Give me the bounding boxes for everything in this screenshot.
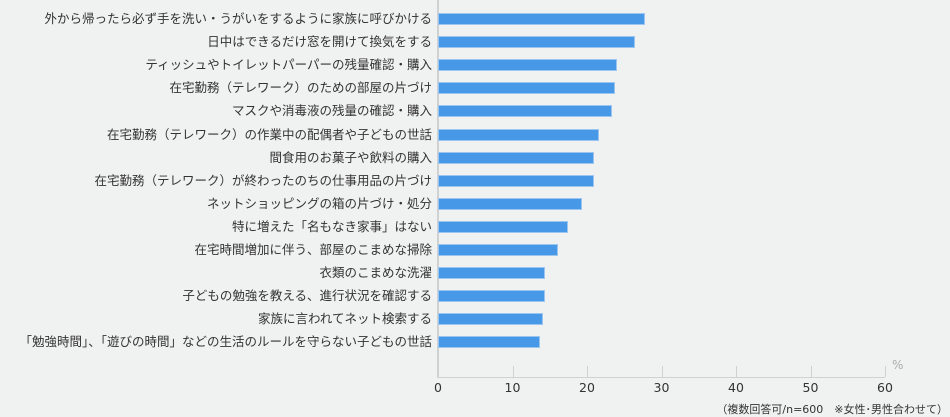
bar xyxy=(438,313,544,326)
x-tick-label: 0 xyxy=(434,380,442,395)
category-label: 在宅勤務（テレワーク）が終わったのちの仕事用品の片づけ xyxy=(94,172,432,188)
y-axis-line xyxy=(437,0,439,378)
bar xyxy=(438,13,646,25)
x-tick-label: 10 xyxy=(504,380,521,395)
category-label: 在宅時間増加に伴う、部屋のこまめな掃除 xyxy=(194,242,432,257)
x-tick-label: 50 xyxy=(802,380,819,395)
bar xyxy=(438,105,613,118)
category-label: マスクや消毒液の残量の確認・購入 xyxy=(231,103,432,119)
category-label: 在宅勤務（テレワーク）の作業中の配偶者や子どもの世話 xyxy=(106,126,432,142)
category-label: 家族に言われてネット検索する xyxy=(257,311,432,327)
bar xyxy=(438,290,546,303)
category-label: 「勉強時間」、「遊びの時間」などの生活のルールを守らない子どもの世話 xyxy=(19,334,432,350)
unit-label: % xyxy=(892,358,904,372)
x-tick-label: 40 xyxy=(728,380,744,395)
x-tick-mark xyxy=(662,366,663,377)
bar xyxy=(438,244,558,256)
bar xyxy=(438,128,599,141)
category-label: 日中はできるだけ窓を開けて換気をする xyxy=(207,34,432,50)
x-tick-mark xyxy=(885,366,886,377)
bar xyxy=(438,197,582,210)
bar xyxy=(438,36,635,49)
category-label: ネットショッピングの箱の片づけ・処分 xyxy=(206,195,432,211)
x-tick-label: 60 xyxy=(877,380,893,395)
category-label: 衣類のこまめな洗濯 xyxy=(319,265,432,281)
x-tick-mark xyxy=(587,366,588,377)
category-label: 間食用のお菓子や飲料の購入 xyxy=(269,149,432,165)
x-tick-mark xyxy=(736,366,737,377)
category-label: 在宅勤務（テレワーク）のための部屋の片づけ xyxy=(169,80,432,96)
category-label: 子どもの勉強を教える、進行状況を確認する xyxy=(182,288,432,304)
bar xyxy=(438,151,594,164)
footnote: （複数回答可/n=600 ※女性･男性合わせて） xyxy=(716,403,948,416)
bar xyxy=(438,82,615,95)
category-label: ティッシュやトイレットパーパーの残量確認・購入 xyxy=(145,57,432,73)
x-tick-label: 20 xyxy=(579,380,595,395)
bar xyxy=(438,336,541,349)
category-label: 特に増えた「名もなき家事」はない xyxy=(231,218,432,234)
bar xyxy=(438,220,569,233)
x-tick-mark xyxy=(811,366,812,377)
bar xyxy=(438,267,546,280)
x-tick-label: 30 xyxy=(653,380,670,395)
bar xyxy=(438,59,617,72)
bar xyxy=(438,174,594,187)
x-axis-line xyxy=(437,377,885,378)
x-tick-mark xyxy=(513,366,514,377)
category-label: 外から帰ったら必ず手を洗い・うがいをするように家族に呼びかける xyxy=(44,11,432,26)
